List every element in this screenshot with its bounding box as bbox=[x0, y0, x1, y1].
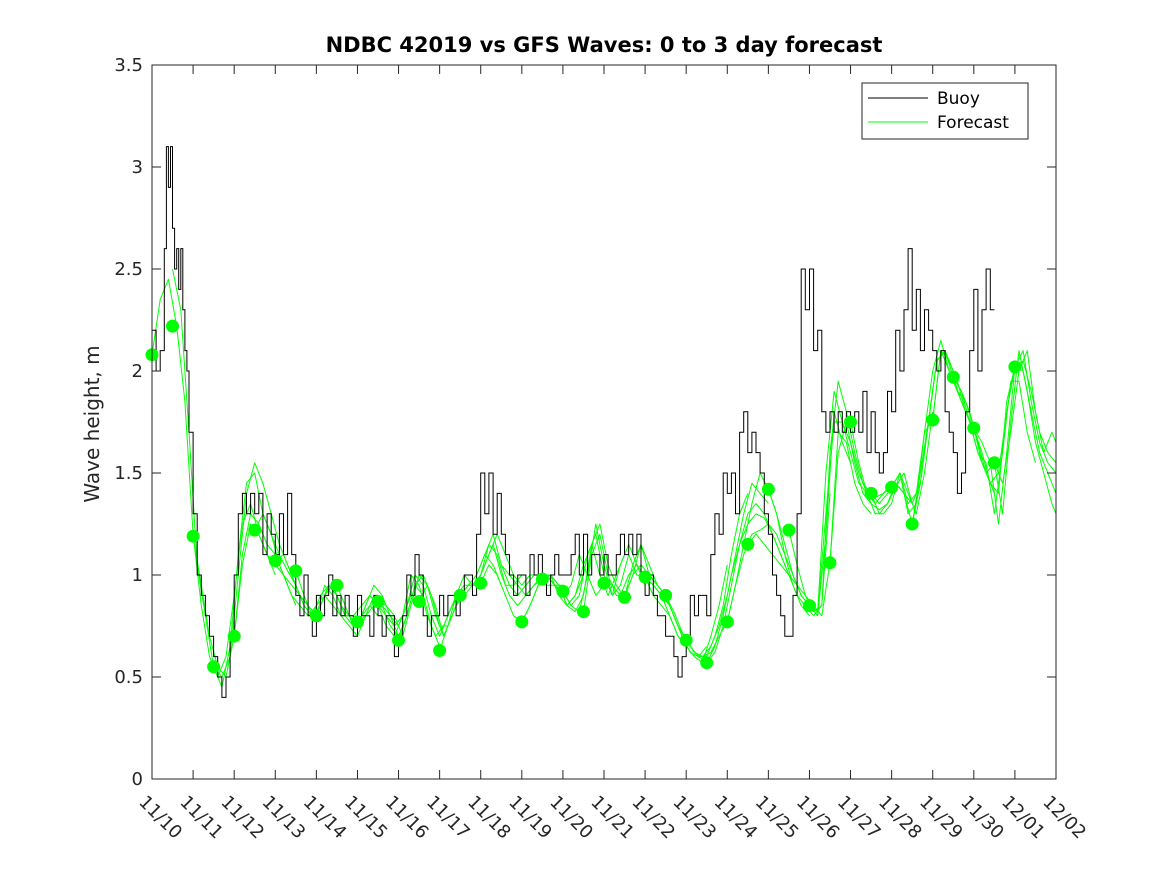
forecast-point bbox=[207, 660, 221, 674]
y-tick-label: 3 bbox=[132, 157, 143, 178]
forecast-point bbox=[351, 615, 364, 629]
forecast-point bbox=[720, 615, 734, 629]
forecast-point bbox=[885, 480, 899, 494]
legend: Buoy Forecast bbox=[861, 82, 1029, 140]
forecast-point bbox=[453, 588, 467, 602]
forecast-point bbox=[227, 629, 241, 643]
y-tick-label: 1 bbox=[132, 565, 143, 586]
forecast-point bbox=[515, 615, 529, 629]
forecast-point bbox=[392, 633, 405, 647]
forecast-line bbox=[459, 543, 584, 607]
forecast-point bbox=[597, 576, 611, 590]
forecast-point bbox=[761, 482, 775, 496]
forecast-point bbox=[638, 570, 652, 584]
chart-title: NDBC 42019 vs GFS Waves: 0 to 3 day fore… bbox=[326, 33, 883, 57]
forecast-point bbox=[577, 605, 590, 619]
forecast-point bbox=[330, 578, 344, 592]
forecast-point bbox=[618, 590, 631, 604]
buoy-series bbox=[152, 146, 995, 698]
forecast-line bbox=[603, 564, 728, 664]
forecast-point bbox=[782, 523, 796, 537]
forecast-point bbox=[844, 415, 857, 429]
forecast-point bbox=[248, 523, 262, 537]
forecast-point bbox=[474, 576, 488, 590]
forecast-point bbox=[864, 486, 878, 500]
forecast-point bbox=[289, 564, 303, 578]
y-axis-ticks: 0 0.5 1 1.5 2 2.5 3 3.5 bbox=[114, 55, 1056, 790]
y-tick-label: 1.5 bbox=[114, 463, 143, 484]
legend-buoy-label: Buoy bbox=[937, 89, 980, 109]
forecast-point bbox=[371, 595, 385, 608]
forecast-line bbox=[398, 543, 523, 641]
forecast-point bbox=[659, 588, 673, 602]
forecast-analysis-points bbox=[145, 319, 1022, 674]
forecast-line bbox=[993, 350, 1057, 484]
forecast-point bbox=[946, 370, 960, 384]
forecast-point bbox=[803, 599, 816, 613]
forecast-point bbox=[905, 517, 919, 531]
buoy-line bbox=[152, 146, 995, 698]
legend-box bbox=[861, 82, 1029, 140]
y-tick-label: 3.5 bbox=[114, 55, 143, 76]
forecast-point bbox=[166, 319, 179, 333]
y-tick-label: 0.5 bbox=[114, 667, 143, 688]
y-tick-label: 2.5 bbox=[114, 259, 143, 280]
forecast-point bbox=[967, 421, 981, 435]
forecast-point bbox=[412, 595, 426, 608]
forecast-point bbox=[1008, 360, 1022, 374]
forecast-point bbox=[987, 456, 1001, 470]
forecast-line bbox=[562, 523, 687, 647]
forecast-point bbox=[433, 644, 447, 657]
plot-area bbox=[152, 65, 1056, 779]
forecast-line bbox=[911, 350, 1036, 525]
forecast-line bbox=[1014, 360, 1057, 464]
forecast-point bbox=[309, 609, 323, 623]
forecast-point bbox=[268, 554, 282, 568]
forecast-line bbox=[952, 350, 1057, 515]
y-axis-label: Wave height, m bbox=[80, 345, 104, 502]
y-tick-label: 2 bbox=[132, 361, 143, 382]
forecast-point bbox=[700, 656, 714, 670]
forecast-point bbox=[823, 556, 837, 570]
forecast-point bbox=[679, 633, 693, 647]
forecast-point bbox=[535, 572, 549, 586]
forecast-point bbox=[741, 537, 755, 551]
legend-forecast-label: Forecast bbox=[937, 113, 1009, 133]
y-tick-label: 0 bbox=[132, 769, 143, 790]
forecast-point bbox=[926, 413, 940, 427]
forecast-point bbox=[556, 584, 570, 598]
forecast-point bbox=[186, 529, 200, 543]
